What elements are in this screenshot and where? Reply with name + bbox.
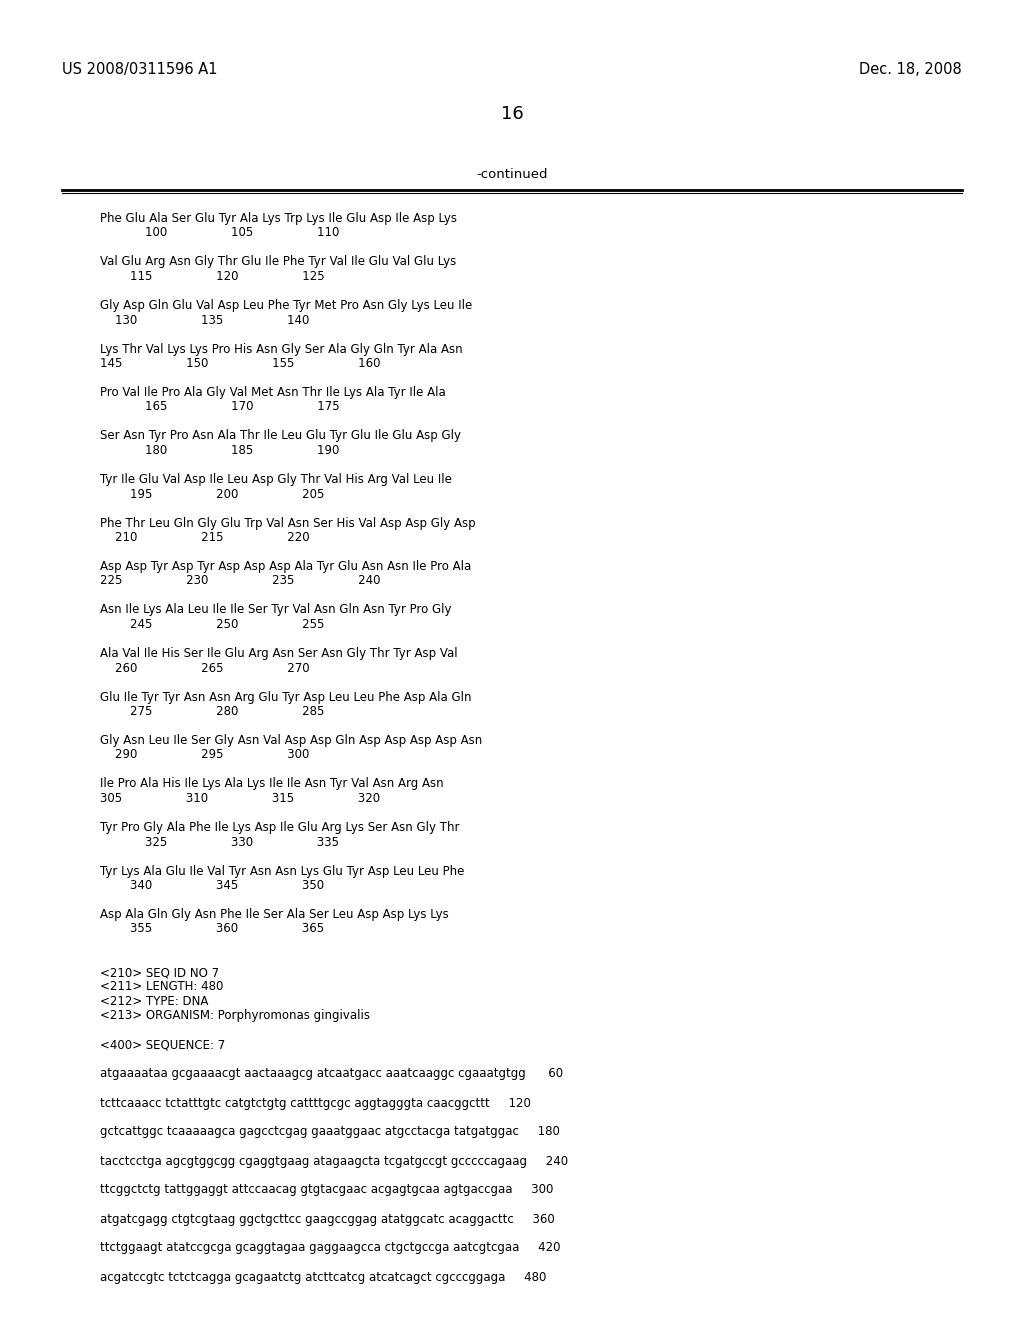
Text: 16: 16: [501, 106, 523, 123]
Text: Lys Thr Val Lys Lys Pro His Asn Gly Ser Ala Gly Gln Tyr Ala Asn: Lys Thr Val Lys Lys Pro His Asn Gly Ser …: [100, 342, 463, 355]
Text: -continued: -continued: [476, 168, 548, 181]
Text: 210                 215                 220: 210 215 220: [100, 531, 309, 544]
Text: 130                 135                 140: 130 135 140: [100, 314, 309, 326]
Text: tacctcctga agcgtggcgg cgaggtgaag atagaagcta tcgatgccgt gcccccagaag     240: tacctcctga agcgtggcgg cgaggtgaag atagaag…: [100, 1155, 568, 1167]
Text: 245                 250                 255: 245 250 255: [100, 618, 325, 631]
Text: Gly Asp Gln Glu Val Asp Leu Phe Tyr Met Pro Asn Gly Lys Leu Ile: Gly Asp Gln Glu Val Asp Leu Phe Tyr Met …: [100, 300, 472, 312]
Text: atgaaaataa gcgaaaacgt aactaaagcg atcaatgacc aaatcaaggc cgaaatgtgg      60: atgaaaataa gcgaaaacgt aactaaagcg atcaatg…: [100, 1068, 563, 1081]
Text: <213> ORGANISM: Porphyromonas gingivalis: <213> ORGANISM: Porphyromonas gingivalis: [100, 1010, 370, 1023]
Text: Asn Ile Lys Ala Leu Ile Ile Ser Tyr Val Asn Gln Asn Tyr Pro Gly: Asn Ile Lys Ala Leu Ile Ile Ser Tyr Val …: [100, 603, 452, 616]
Text: 180                 185                 190: 180 185 190: [100, 444, 339, 457]
Text: 325                 330                 335: 325 330 335: [100, 836, 339, 849]
Text: 260                 265                 270: 260 265 270: [100, 661, 309, 675]
Text: 165                 170                 175: 165 170 175: [100, 400, 340, 413]
Text: <210> SEQ ID NO 7: <210> SEQ ID NO 7: [100, 966, 219, 979]
Text: <400> SEQUENCE: 7: <400> SEQUENCE: 7: [100, 1039, 225, 1052]
Text: 355                 360                 365: 355 360 365: [100, 923, 325, 936]
Text: 115                 120                 125: 115 120 125: [100, 271, 325, 282]
Text: Tyr Pro Gly Ala Phe Ile Lys Asp Ile Glu Arg Lys Ser Asn Gly Thr: Tyr Pro Gly Ala Phe Ile Lys Asp Ile Glu …: [100, 821, 460, 834]
Text: gctcattggc tcaaaaagca gagcctcgag gaaatggaac atgcctacga tatgatggac     180: gctcattggc tcaaaaagca gagcctcgag gaaatgg…: [100, 1126, 560, 1138]
Text: Gly Asn Leu Ile Ser Gly Asn Val Asp Asp Gln Asp Asp Asp Asp Asn: Gly Asn Leu Ile Ser Gly Asn Val Asp Asp …: [100, 734, 482, 747]
Text: 225                 230                 235                 240: 225 230 235 240: [100, 574, 381, 587]
Text: Phe Glu Ala Ser Glu Tyr Ala Lys Trp Lys Ile Glu Asp Ile Asp Lys: Phe Glu Ala Ser Glu Tyr Ala Lys Trp Lys …: [100, 213, 457, 224]
Text: atgatcgagg ctgtcgtaag ggctgcttcc gaagccggag atatggcatc acaggacttc     360: atgatcgagg ctgtcgtaag ggctgcttcc gaagccg…: [100, 1213, 555, 1225]
Text: Ser Asn Tyr Pro Asn Ala Thr Ile Leu Glu Tyr Glu Ile Glu Asp Gly: Ser Asn Tyr Pro Asn Ala Thr Ile Leu Glu …: [100, 429, 461, 442]
Text: 290                 295                 300: 290 295 300: [100, 748, 309, 762]
Text: Asp Ala Gln Gly Asn Phe Ile Ser Ala Ser Leu Asp Asp Lys Lys: Asp Ala Gln Gly Asn Phe Ile Ser Ala Ser …: [100, 908, 449, 921]
Text: ttctggaagt atatccgcga gcaggtagaa gaggaagcca ctgctgccga aatcgtcgaa     420: ttctggaagt atatccgcga gcaggtagaa gaggaag…: [100, 1242, 560, 1254]
Text: 195                 200                 205: 195 200 205: [100, 487, 325, 500]
Text: <211> LENGTH: 480: <211> LENGTH: 480: [100, 981, 223, 994]
Text: tcttcaaacc tctatttgtc catgtctgtg cattttgcgc aggtagggta caacggcttt     120: tcttcaaacc tctatttgtc catgtctgtg cattttg…: [100, 1097, 530, 1110]
Text: Asp Asp Tyr Asp Tyr Asp Asp Asp Ala Tyr Glu Asn Asn Ile Pro Ala: Asp Asp Tyr Asp Tyr Asp Asp Asp Ala Tyr …: [100, 560, 471, 573]
Text: <212> TYPE: DNA: <212> TYPE: DNA: [100, 995, 208, 1008]
Text: 145                 150                 155                 160: 145 150 155 160: [100, 356, 381, 370]
Text: acgatccgtc tctctcagga gcagaatctg atcttcatcg atcatcagct cgcccggaga     480: acgatccgtc tctctcagga gcagaatctg atcttca…: [100, 1270, 547, 1283]
Text: Tyr Lys Ala Glu Ile Val Tyr Asn Asn Lys Glu Tyr Asp Leu Leu Phe: Tyr Lys Ala Glu Ile Val Tyr Asn Asn Lys …: [100, 865, 464, 878]
Text: US 2008/0311596 A1: US 2008/0311596 A1: [62, 62, 217, 77]
Text: Tyr Ile Glu Val Asp Ile Leu Asp Gly Thr Val His Arg Val Leu Ile: Tyr Ile Glu Val Asp Ile Leu Asp Gly Thr …: [100, 473, 452, 486]
Text: Dec. 18, 2008: Dec. 18, 2008: [859, 62, 962, 77]
Text: Pro Val Ile Pro Ala Gly Val Met Asn Thr Ile Lys Ala Tyr Ile Ala: Pro Val Ile Pro Ala Gly Val Met Asn Thr …: [100, 385, 445, 399]
Text: 340                 345                 350: 340 345 350: [100, 879, 325, 892]
Text: Ile Pro Ala His Ile Lys Ala Lys Ile Ile Asn Tyr Val Asn Arg Asn: Ile Pro Ala His Ile Lys Ala Lys Ile Ile …: [100, 777, 443, 791]
Text: Phe Thr Leu Gln Gly Glu Trp Val Asn Ser His Val Asp Asp Gly Asp: Phe Thr Leu Gln Gly Glu Trp Val Asn Ser …: [100, 516, 475, 529]
Text: ttcggctctg tattggaggt attccaacag gtgtacgaac acgagtgcaa agtgaccgaa     300: ttcggctctg tattggaggt attccaacag gtgtacg…: [100, 1184, 553, 1196]
Text: 305                 310                 315                 320: 305 310 315 320: [100, 792, 380, 805]
Text: 100                 105                 110: 100 105 110: [100, 227, 339, 239]
Text: Glu Ile Tyr Tyr Asn Asn Arg Glu Tyr Asp Leu Leu Phe Asp Ala Gln: Glu Ile Tyr Tyr Asn Asn Arg Glu Tyr Asp …: [100, 690, 471, 704]
Text: 275                 280                 285: 275 280 285: [100, 705, 325, 718]
Text: Ala Val Ile His Ser Ile Glu Arg Asn Ser Asn Gly Thr Tyr Asp Val: Ala Val Ile His Ser Ile Glu Arg Asn Ser …: [100, 647, 458, 660]
Text: Val Glu Arg Asn Gly Thr Glu Ile Phe Tyr Val Ile Glu Val Glu Lys: Val Glu Arg Asn Gly Thr Glu Ile Phe Tyr …: [100, 256, 457, 268]
